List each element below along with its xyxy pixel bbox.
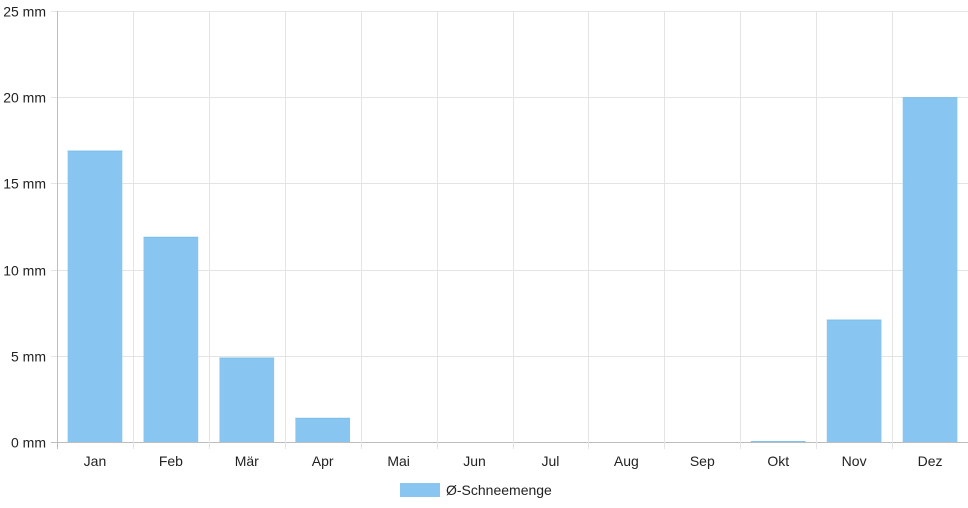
x-tick-label: Apr bbox=[312, 453, 334, 469]
bar-dez[interactable] bbox=[902, 97, 958, 442]
axis-layer: 0 mm 5 mm 10 mm 15 mm 20 mm 25 mm Jan Feb Mär Apr… bbox=[3, 4, 942, 470]
y-tick-label: 20 mm bbox=[3, 90, 46, 106]
x-tick-label: Nov bbox=[842, 453, 867, 469]
y-tick-label: 5 mm bbox=[11, 349, 46, 365]
bar-feb[interactable] bbox=[143, 236, 199, 442]
x-tick-label: Feb bbox=[159, 453, 183, 469]
bar-layer bbox=[67, 97, 958, 443]
bar-nov[interactable] bbox=[826, 319, 882, 442]
x-tick-label: Jul bbox=[542, 453, 560, 469]
x-tick-label: Jan bbox=[84, 453, 107, 469]
legend-label[interactable]: Ø-Schneemenge bbox=[446, 482, 552, 498]
legend-swatch[interactable] bbox=[400, 483, 440, 497]
bar-mär[interactable] bbox=[219, 357, 275, 442]
y-tick-label: 10 mm bbox=[3, 263, 46, 279]
x-tick-label: Mai bbox=[387, 453, 410, 469]
grid-layer bbox=[51, 11, 968, 449]
x-tick-label: Aug bbox=[614, 453, 639, 469]
bar-apr[interactable] bbox=[295, 417, 351, 442]
legend[interactable]: Ø-Schneemenge bbox=[400, 482, 552, 498]
y-tick-label: 0 mm bbox=[11, 435, 46, 451]
y-tick-label: 25 mm bbox=[3, 4, 46, 20]
x-tick-label: Jun bbox=[463, 453, 486, 469]
x-tick-label: Sep bbox=[690, 453, 715, 469]
bar-jan[interactable] bbox=[67, 150, 123, 443]
x-tick-label: Mär bbox=[235, 453, 259, 469]
x-tick-label: Okt bbox=[767, 453, 789, 469]
x-tick-label: Dez bbox=[918, 453, 943, 469]
y-tick-label: 15 mm bbox=[3, 176, 46, 192]
